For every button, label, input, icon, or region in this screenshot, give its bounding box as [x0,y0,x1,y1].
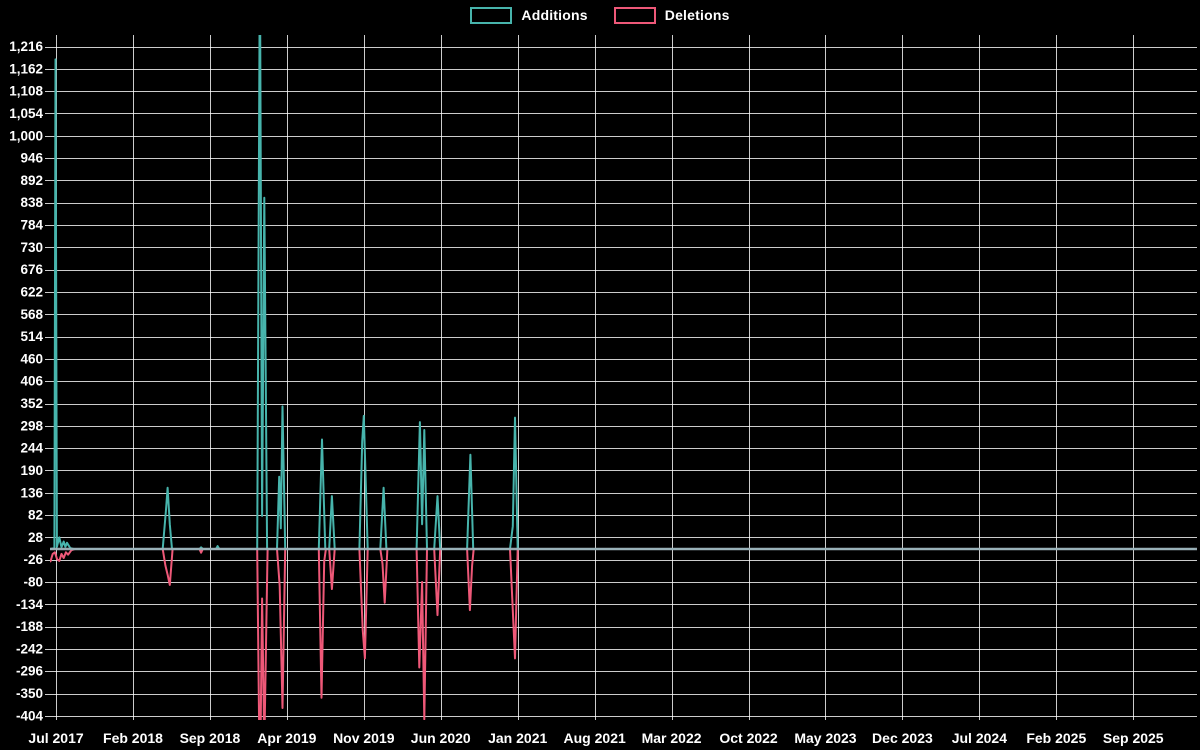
svg-text:Sep 2018: Sep 2018 [180,730,241,746]
svg-text:946: 946 [20,151,43,166]
svg-text:568: 568 [20,307,43,322]
svg-text:Aug 2021: Aug 2021 [564,730,626,746]
svg-text:Feb 2025: Feb 2025 [1026,730,1086,746]
svg-text:Dec 2023: Dec 2023 [872,730,933,746]
svg-text:-404: -404 [16,708,44,723]
svg-text:1,054: 1,054 [9,106,43,121]
svg-text:622: 622 [20,284,43,299]
svg-text:730: 730 [20,240,43,255]
svg-text:-26: -26 [23,552,43,567]
svg-text:-134: -134 [16,597,44,612]
additions-swatch-icon [470,6,513,24]
deletions-legend-label: Deletions [664,7,730,23]
y-axis-labels: 1,216 1,162 1,108 1,054 1,000 946 892 838 784 730… [9,39,43,723]
svg-text:244: 244 [20,441,43,456]
svg-text:May 2023: May 2023 [794,730,856,746]
svg-text:Mar 2022: Mar 2022 [642,730,702,746]
chart-legend: Additions Deletions [0,0,1200,30]
x-axis-labels: Jul 2017 Feb 2018 Sep 2018 Apr 2019 Nov 2019… [28,730,1163,746]
svg-text:Jul 2017: Jul 2017 [28,730,83,746]
svg-text:Jul 2024: Jul 2024 [952,730,1007,746]
svg-text:-188: -188 [16,619,44,634]
additions-line [50,35,1195,550]
series-lines [50,35,1195,720]
svg-text:-80: -80 [23,575,43,590]
legend-item-additions[interactable]: Additions [470,6,588,24]
svg-text:838: 838 [20,195,43,210]
svg-text:Apr 2019: Apr 2019 [257,730,316,746]
svg-text:-242: -242 [16,641,43,656]
svg-text:1,108: 1,108 [9,84,43,99]
svg-text:28: 28 [28,530,44,545]
svg-text:406: 406 [20,374,43,389]
svg-text:892: 892 [20,173,43,188]
svg-text:1,000: 1,000 [9,128,43,143]
svg-text:Nov 2019: Nov 2019 [333,730,395,746]
svg-text:Jun 2020: Jun 2020 [411,730,471,746]
svg-text:514: 514 [20,329,43,344]
svg-text:298: 298 [20,418,43,433]
svg-text:-350: -350 [16,686,43,701]
svg-text:190: 190 [20,463,43,478]
svg-text:136: 136 [20,485,43,500]
gridlines [45,35,1197,720]
deletions-swatch-icon [613,6,656,24]
svg-text:784: 784 [20,218,43,233]
svg-text:1,216: 1,216 [9,39,43,54]
additions-legend-label: Additions [521,7,588,23]
legend-item-deletions[interactable]: Deletions [613,6,730,24]
svg-text:Jan 2021: Jan 2021 [488,730,547,746]
svg-text:352: 352 [20,396,43,411]
svg-text:1,162: 1,162 [9,61,43,76]
svg-text:-296: -296 [16,664,44,679]
svg-text:Oct 2022: Oct 2022 [719,730,778,746]
svg-text:676: 676 [20,262,43,277]
svg-text:460: 460 [20,351,43,366]
svg-text:Sep 2025: Sep 2025 [1103,730,1164,746]
svg-text:Feb 2018: Feb 2018 [103,730,163,746]
svg-text:82: 82 [28,508,43,523]
